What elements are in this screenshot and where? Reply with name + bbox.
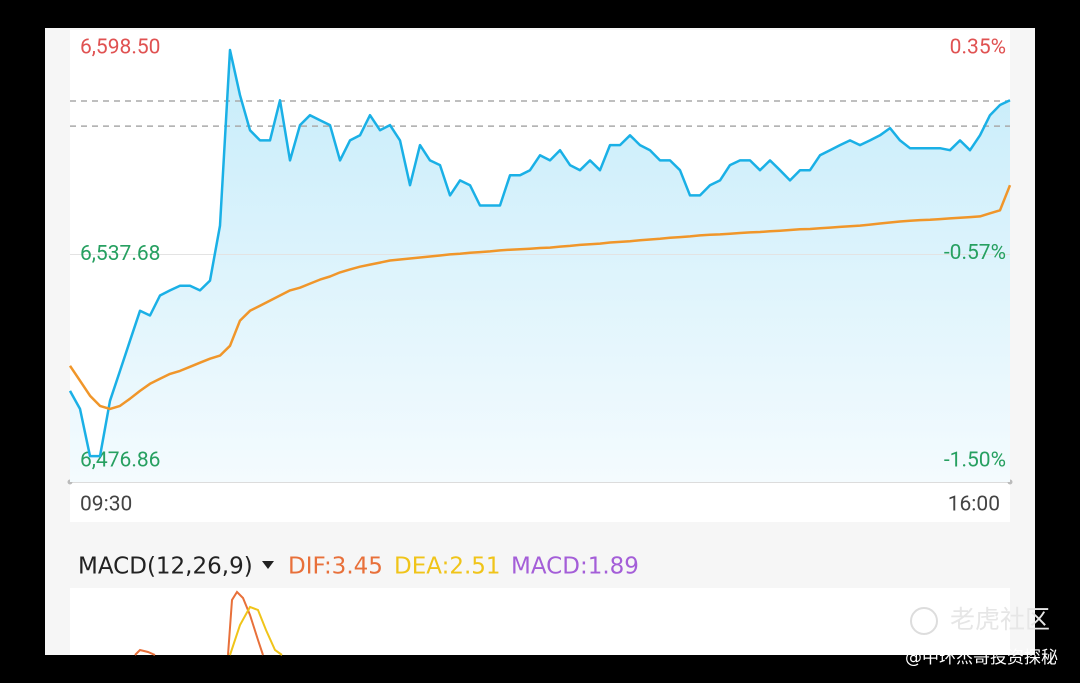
- macd-dea: DEA:2.51: [394, 554, 501, 580]
- macd-dea-line: [229, 605, 283, 656]
- macd-title: MACD(12,26,9): [78, 554, 253, 580]
- area: [70, 50, 1010, 482]
- macd-dif-line: [134, 590, 264, 656]
- plot: 6,598.50 0.35% 6,537.68 -0.57% 6,476.86 -1.50…: [68, 36, 1012, 517]
- macd-dif: DIF:3.45: [288, 554, 383, 580]
- macd-value: MACD:1.89: [511, 554, 639, 580]
- line: [68, 184, 1012, 411]
- y-tick-label: 6,598.50: [80, 36, 160, 60]
- y2-tick-label: -0.57%: [944, 241, 1006, 265]
- watermark-logo: [910, 607, 938, 635]
- watermark-brand: 老虎社区: [950, 605, 1050, 634]
- line: [68, 48, 1011, 458]
- y2-tick-label: 0.35%: [950, 36, 1006, 60]
- dropdown-arrow[interactable]: [262, 561, 274, 569]
- macd-area: [70, 588, 1010, 655]
- watermark-author: @中环杰哥投资探秘: [905, 648, 1058, 668]
- x-tick-label: 09:30: [80, 493, 132, 517]
- y2-tick-label: -1.50%: [944, 449, 1006, 473]
- x-tick-label: 16:00: [948, 493, 1000, 517]
- y-tick-label: 6,537.68: [80, 242, 160, 266]
- y-tick-label: 6,476.86: [80, 449, 160, 473]
